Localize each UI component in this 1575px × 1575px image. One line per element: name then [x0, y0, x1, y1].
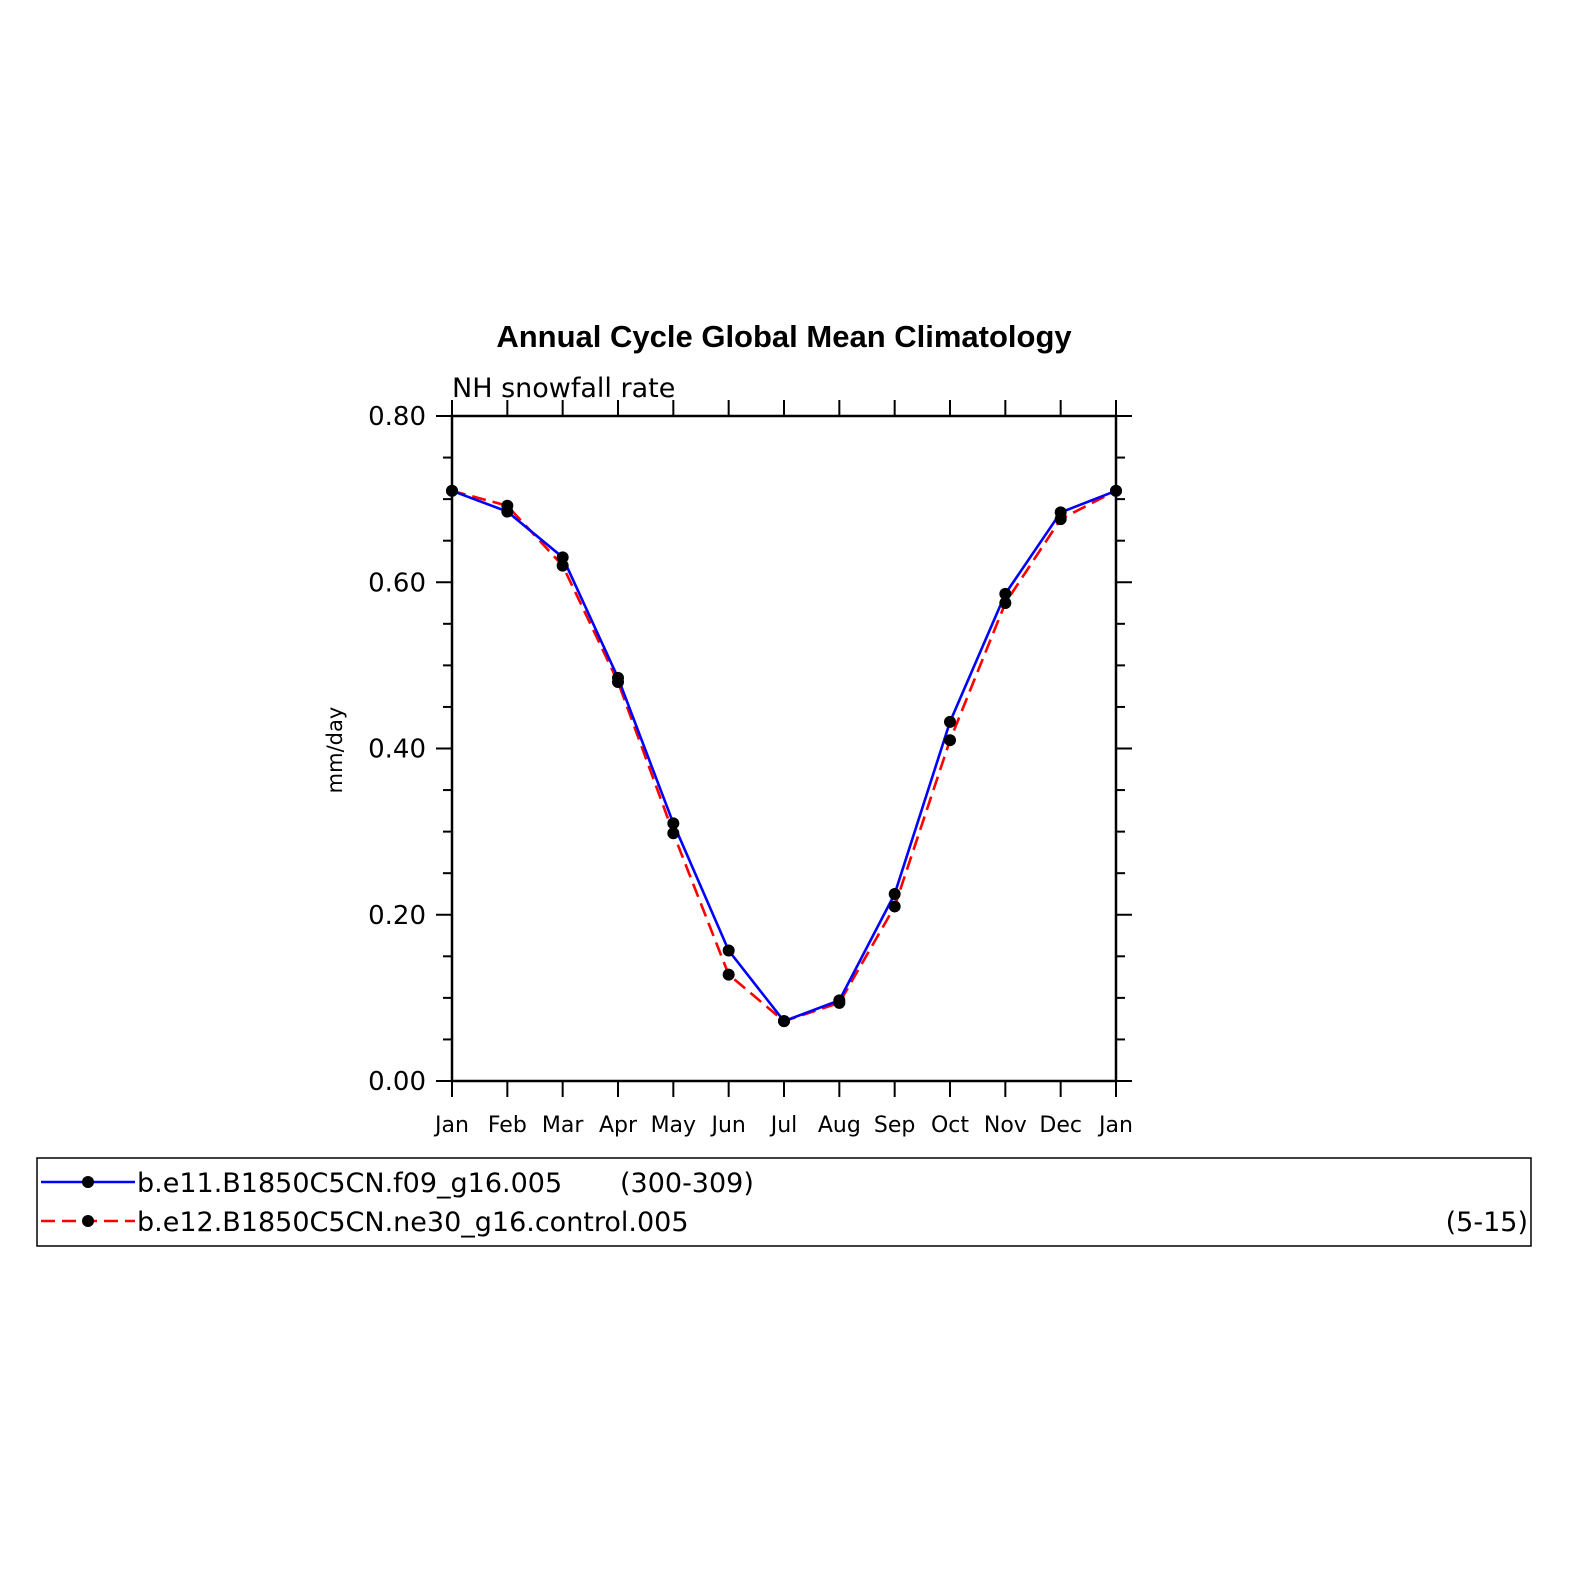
legend-marker-1	[82, 1176, 94, 1188]
legend-label-1: b.e11.B1850C5CN.f09_g16.005	[137, 1168, 562, 1199]
y-axis-label: mm/day	[323, 707, 347, 794]
legend-box	[36, 1157, 1532, 1247]
x-tick-label: Aug	[818, 1113, 861, 1138]
data-point-s2	[722, 968, 735, 981]
y-tick-label: 0.00	[368, 1067, 426, 1097]
chart-subtitle: NH snowfall rate	[452, 373, 675, 404]
chart-title: Annual Cycle Global Mean Climatology	[496, 319, 1072, 354]
legend-years-1: (300-309)	[620, 1168, 754, 1199]
data-point-s1	[944, 715, 956, 728]
x-tick-label: Jan	[433, 1113, 469, 1138]
data-point-s1	[722, 944, 735, 957]
data-point-s1	[556, 551, 569, 564]
x-tick-label: Sep	[874, 1113, 915, 1138]
data-point-s1	[667, 817, 680, 830]
x-tick-labels: Jan Feb Mar Apr May Jun Jul Aug Sep Oct Nov Dec Jan	[433, 1113, 1133, 1138]
series-line-1	[451, 489, 1117, 1023]
legend-years-2: (5-15)	[1446, 1207, 1528, 1238]
y-tick-label: 0.40	[368, 735, 426, 765]
series-layer	[446, 484, 1122, 1028]
x-tick-label: Nov	[984, 1113, 1027, 1138]
data-point-s2	[612, 676, 624, 688]
series-line-2	[451, 489, 1117, 1023]
x-tick-label: May	[651, 1113, 696, 1138]
legend-label-2: b.e12.B1850C5CN.ne30_g16.control.005	[137, 1207, 689, 1238]
data-point-s2	[888, 900, 901, 913]
y-tick-label: 0.80	[368, 402, 426, 432]
data-point-s2	[999, 597, 1012, 610]
x-tick-label: Apr	[599, 1113, 638, 1138]
data-point-s2	[833, 996, 846, 1009]
axis-ticks	[436, 400, 1132, 1097]
plot-frame	[450, 414, 1118, 1083]
data-point-s2	[556, 559, 569, 572]
y-tick-label: 0.20	[368, 901, 426, 931]
data-point-s2	[501, 499, 514, 512]
x-tick-label: Feb	[488, 1113, 527, 1138]
data-point-s1	[999, 587, 1012, 600]
data-point-s2	[446, 484, 458, 497]
y-tick-label: 0.60	[368, 568, 426, 598]
data-point-s2	[1054, 513, 1067, 526]
data-point-s1	[888, 887, 901, 900]
data-point-s2	[667, 827, 680, 840]
data-point-s2	[944, 734, 956, 747]
x-tick-label: Jun	[709, 1113, 745, 1138]
y-tick-labels: 0.00 0.20 0.40 0.60 0.80	[368, 402, 426, 1097]
x-tick-label: Mar	[542, 1113, 584, 1138]
x-tick-label: Jan	[1097, 1113, 1133, 1138]
data-point-s2	[778, 1015, 790, 1028]
x-tick-label: Oct	[931, 1113, 969, 1138]
x-tick-label: Dec	[1039, 1113, 1082, 1138]
legend: b.e11.B1850C5CN.f09_g16.005 b.e12.B1850C5…	[36, 1157, 1532, 1247]
x-tick-label: Jul	[769, 1113, 798, 1138]
legend-marker-2	[82, 1215, 94, 1227]
data-point-s2	[1110, 484, 1122, 497]
